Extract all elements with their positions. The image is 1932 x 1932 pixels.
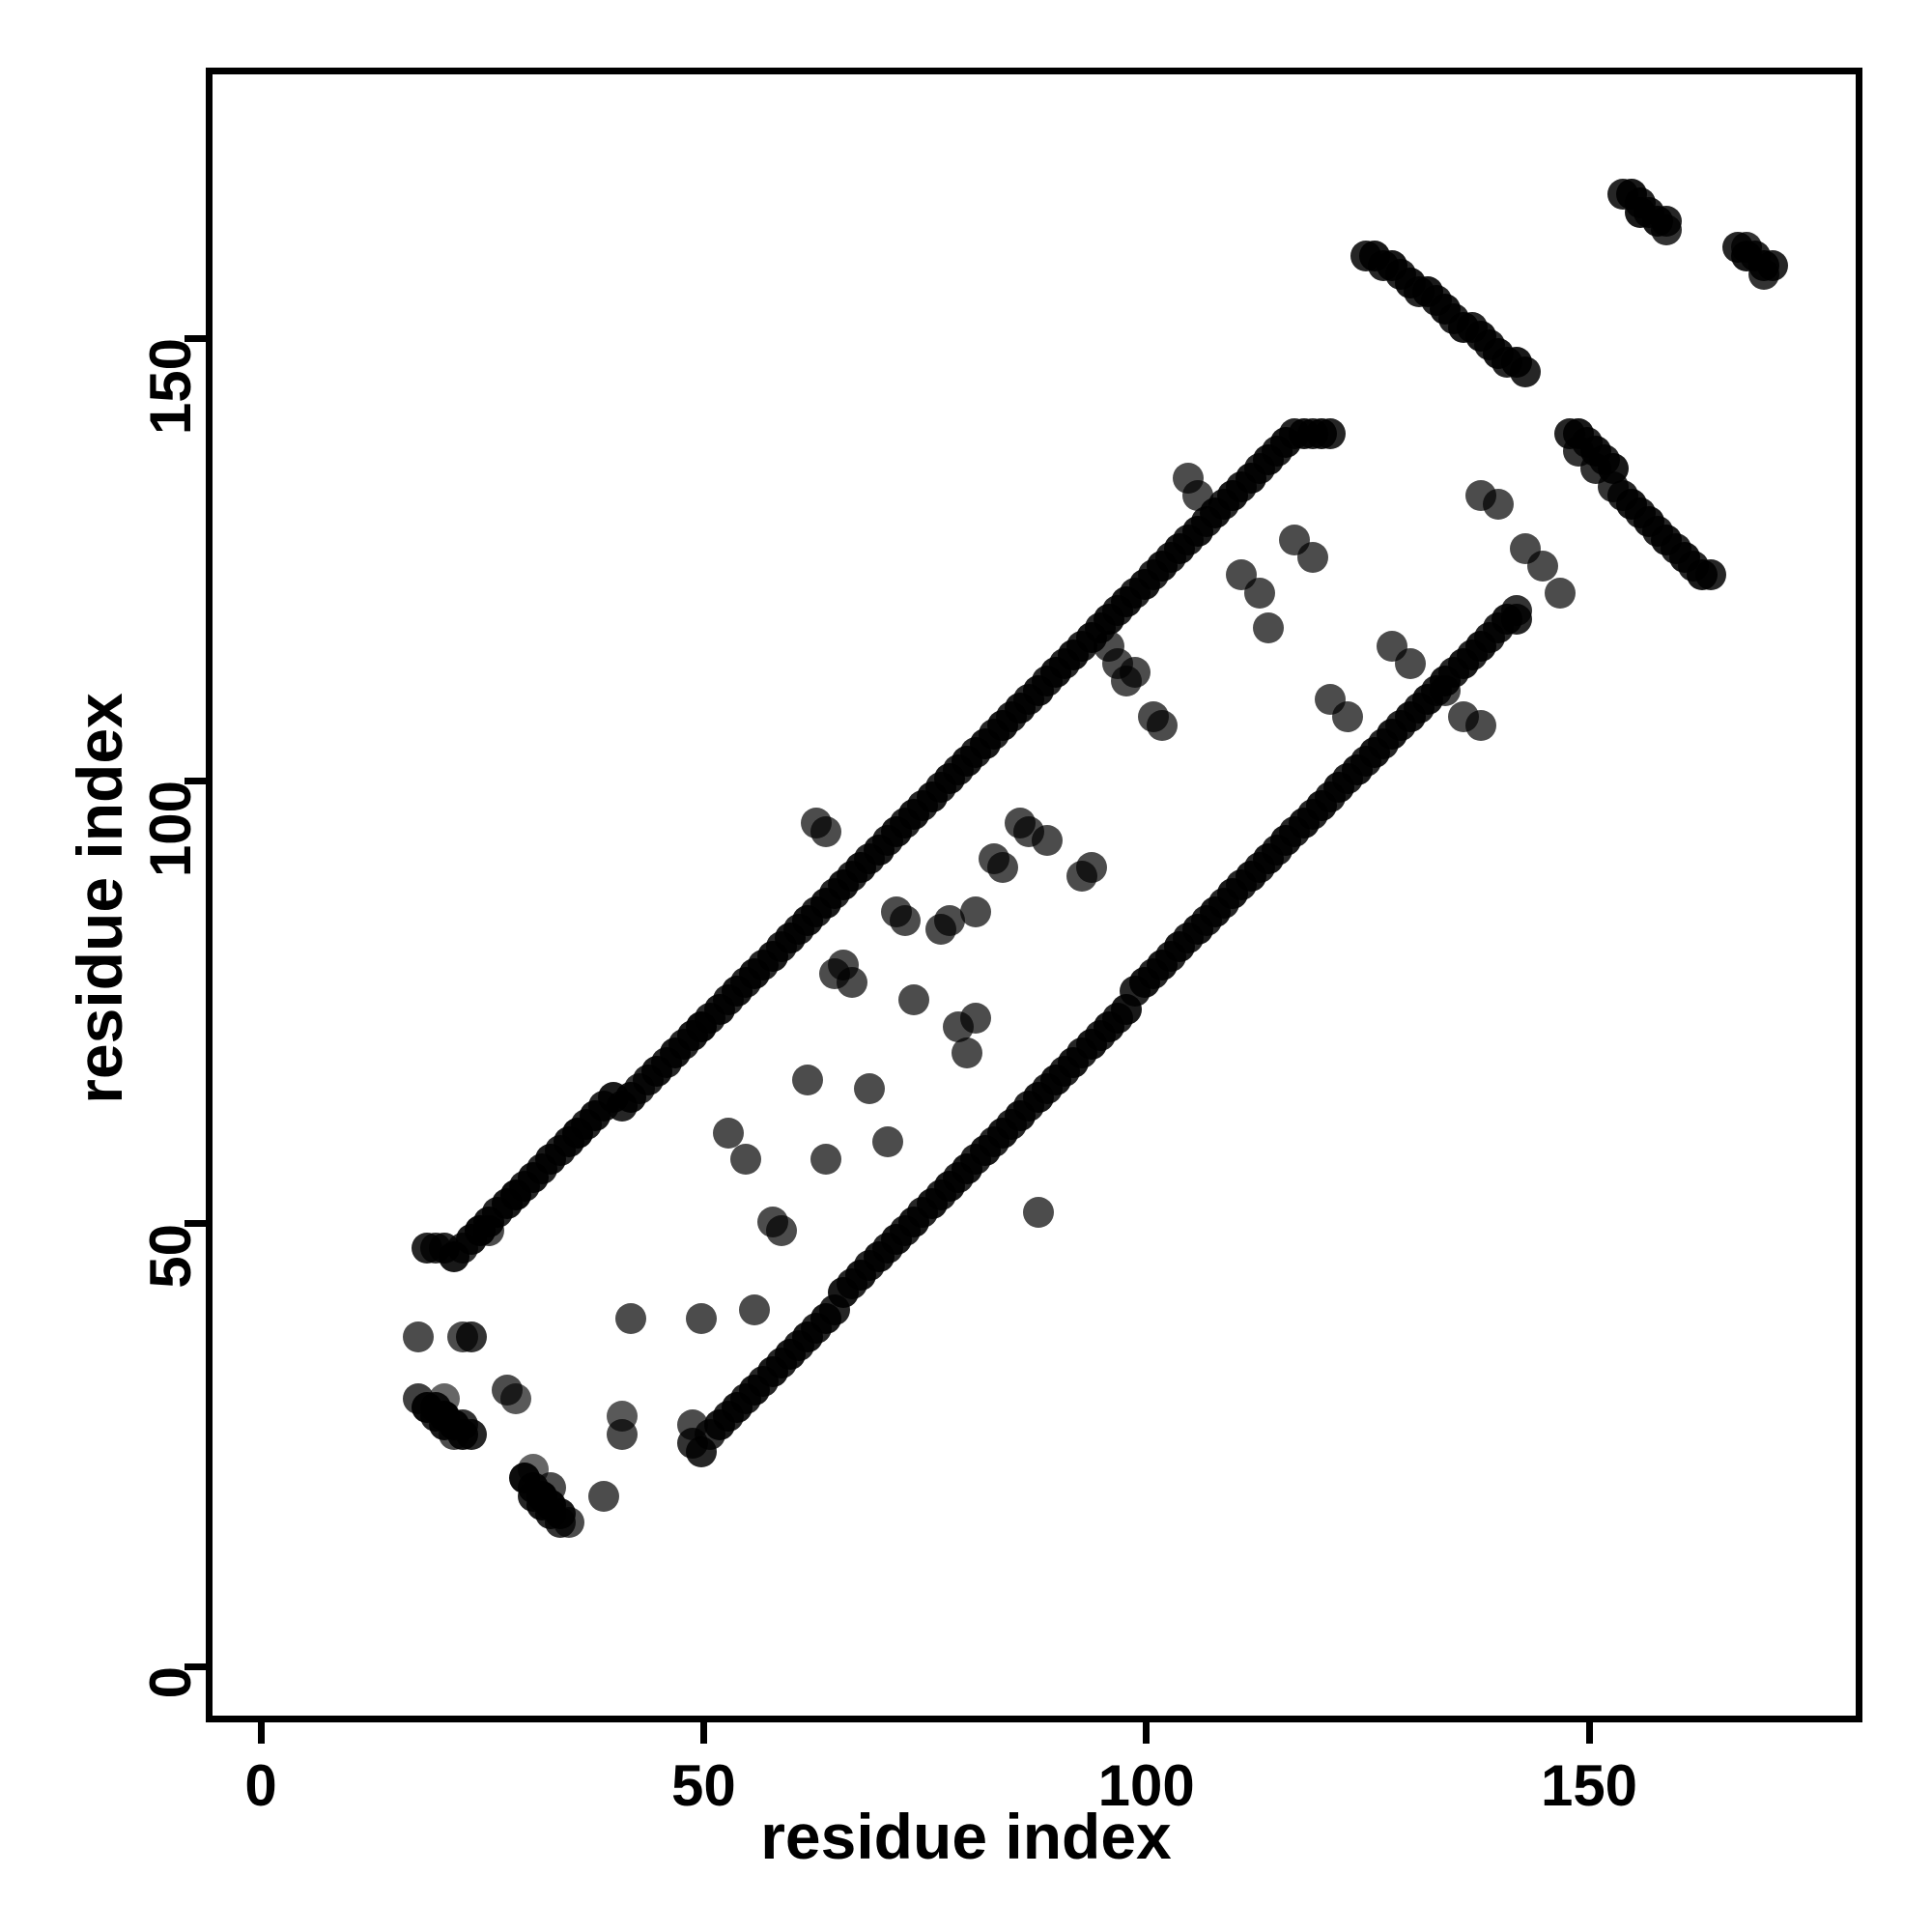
scatter-point <box>1022 1197 1054 1229</box>
scatter-point <box>1464 710 1496 742</box>
y-tick-mark <box>185 1662 206 1670</box>
scatter-point <box>499 1382 531 1414</box>
scatter-point <box>1146 710 1178 742</box>
scatter-point <box>933 904 965 936</box>
scatter-point <box>1545 577 1577 609</box>
scatter-point <box>765 1214 797 1246</box>
scatter-point <box>1296 542 1328 573</box>
scatter-point <box>960 895 992 927</box>
y-tick-label: 50 <box>138 1223 203 1289</box>
scatter-point <box>553 1507 584 1539</box>
scatter-point <box>730 1144 761 1176</box>
scatter-point <box>677 1409 708 1441</box>
scatter-point <box>986 851 1018 883</box>
scatter-point <box>614 1303 646 1335</box>
y-tick-label: 100 <box>138 781 203 878</box>
scatter-point <box>837 967 867 998</box>
y-axis-title: residue index <box>64 693 135 1104</box>
scatter-point <box>810 1144 841 1176</box>
scatter-point <box>1315 417 1346 449</box>
scatter-point <box>1252 612 1284 644</box>
plot-area <box>206 68 1862 1722</box>
x-tick-mark <box>1143 1722 1151 1744</box>
x-tick-label: 100 <box>1097 1753 1195 1818</box>
x-tick-label: 150 <box>1540 1753 1638 1818</box>
y-tick-mark <box>185 334 206 342</box>
scatter-point <box>1332 701 1364 732</box>
scatter-point <box>1748 258 1780 290</box>
scatter-point <box>871 1126 903 1157</box>
scatter-point <box>402 1321 434 1352</box>
y-tick-mark <box>185 777 206 784</box>
scatter-point <box>1181 479 1213 511</box>
scatter-point <box>1120 657 1151 689</box>
scatter-points-layer <box>213 74 1856 1716</box>
x-tick-label: 0 <box>244 1753 277 1818</box>
scatter-point <box>1509 355 1541 387</box>
scatter-point <box>1394 648 1426 679</box>
x-axis-title: residue index <box>760 1801 1172 1872</box>
scatter-point <box>854 1073 886 1104</box>
x-tick-mark <box>699 1722 707 1744</box>
scatter-point <box>686 1303 718 1335</box>
x-tick-mark <box>1585 1722 1593 1744</box>
scatter-point <box>792 1064 824 1095</box>
x-tick-mark <box>257 1722 265 1744</box>
scatter-point <box>960 1002 992 1034</box>
scatter-point <box>810 816 841 848</box>
scatter-point <box>1730 232 1762 264</box>
x-tick-label: 50 <box>670 1753 736 1818</box>
scatter-point <box>1031 825 1063 857</box>
scatter-point <box>1243 577 1275 609</box>
scatter-point <box>1598 470 1630 502</box>
scatter-point <box>952 1037 983 1069</box>
scatter-point <box>712 1117 744 1149</box>
scatter-point <box>1500 595 1532 626</box>
scatter-point <box>473 1214 505 1246</box>
scatter-point <box>535 1471 567 1503</box>
scatter-point <box>1483 489 1515 520</box>
scatter-point <box>1695 559 1727 591</box>
scatter-point <box>1075 851 1107 883</box>
scatter-point <box>588 1480 620 1512</box>
scatter-point <box>455 1321 487 1352</box>
scatter-point <box>429 1382 461 1414</box>
scatter-point <box>1430 674 1462 706</box>
scatter-point <box>1651 213 1683 245</box>
scatter-point <box>1527 551 1558 582</box>
scatter-point <box>739 1294 771 1326</box>
scatter-point <box>455 1418 487 1450</box>
y-tick-label: 0 <box>138 1666 203 1699</box>
y-tick-mark <box>185 1220 206 1228</box>
scatter-point <box>890 904 921 936</box>
scatter-point <box>898 984 930 1016</box>
y-tick-label: 150 <box>138 338 203 436</box>
scatter-point <box>606 1418 638 1450</box>
